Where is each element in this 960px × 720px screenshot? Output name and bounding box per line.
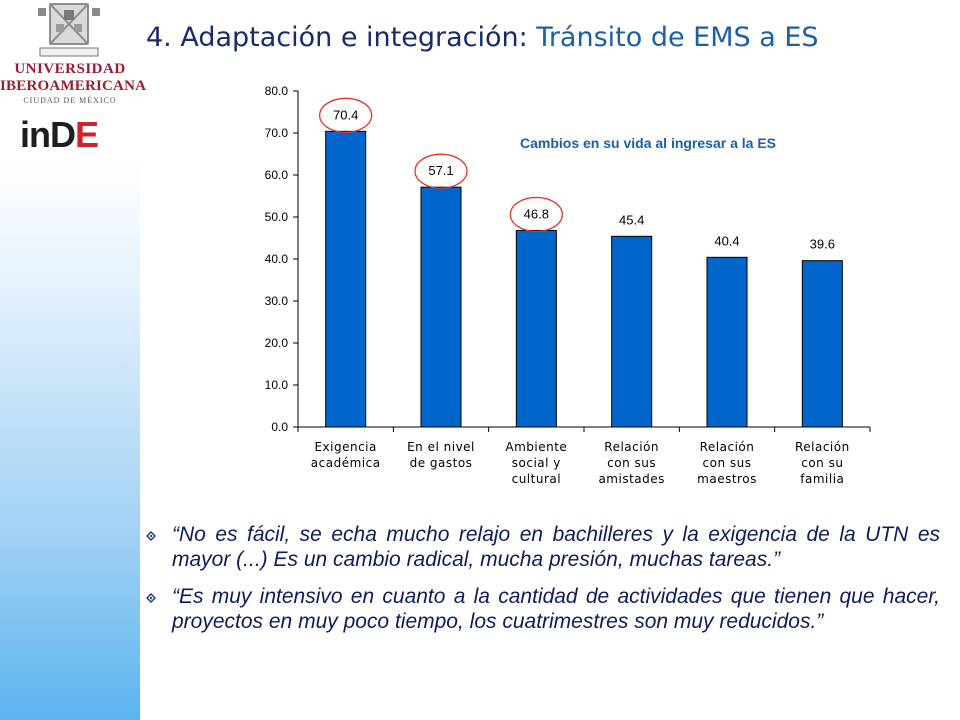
diamond-bullet-icon — [146, 531, 156, 541]
y-tick-label: 70.0 — [265, 126, 289, 140]
university-logo: UNIVERSIDAD IBEROAMERICANA CIUDAD DE MÉX… — [0, 0, 147, 160]
page-title: 4. Adaptación e integración: Tránsito de… — [146, 22, 819, 53]
bar — [801, 260, 843, 428]
x-tick-label: académica — [311, 456, 381, 470]
y-tick-label: 10.0 — [265, 378, 289, 392]
x-tick-label: Exigencia — [314, 440, 376, 454]
data-label: 45.4 — [619, 212, 644, 227]
data-label: 57.1 — [428, 163, 453, 178]
inde-logo: inDE — [20, 114, 99, 156]
x-tick-label: con sus — [703, 456, 752, 470]
y-tick-label: 50.0 — [265, 210, 289, 224]
y-tick-label: 60.0 — [265, 168, 289, 182]
y-tick-label: 80.0 — [265, 84, 289, 98]
y-tick-label: 20.0 — [265, 336, 289, 350]
x-tick-label: Relación — [700, 440, 755, 454]
quote-text: “No es fácil, se echa mucho relajo en ba… — [172, 523, 940, 571]
x-tick-label: amistades — [598, 472, 664, 486]
y-tick-label: 30.0 — [265, 294, 289, 308]
x-tick-label: cultural — [512, 472, 561, 486]
bar — [515, 229, 557, 428]
highlight-circle — [319, 97, 373, 133]
y-tick-label: 0.0 — [271, 420, 288, 434]
x-tick-label: maestros — [697, 472, 757, 486]
data-label: 70.4 — [333, 107, 358, 122]
inde-logo-part2: E — [75, 114, 99, 155]
x-tick-label: social y — [512, 456, 561, 470]
quote-item: “Es muy intensivo en cuanto a la cantida… — [140, 584, 940, 634]
x-tick-label: En el nivel — [407, 440, 475, 454]
x-tick-label: con sus — [607, 456, 656, 470]
x-tick-label: familia — [800, 472, 844, 486]
quote-item: “No es fácil, se echa mucho relajo en ba… — [140, 522, 940, 572]
diamond-bullet-icon — [146, 593, 156, 603]
bar — [325, 130, 367, 428]
highlight-circle — [414, 153, 468, 189]
highlight-circle — [509, 196, 563, 233]
university-name-line1: UNIVERSIDAD — [14, 61, 126, 77]
bar — [611, 235, 653, 428]
x-tick-label: de gastos — [410, 456, 473, 470]
sidebar-gradient — [0, 0, 140, 720]
y-tick-label: 40.0 — [265, 252, 289, 266]
quote-list: “No es fácil, se echa mucho relajo en ba… — [140, 522, 940, 634]
x-tick-label: con su — [801, 456, 843, 470]
data-label: 39.6 — [810, 237, 835, 252]
bar — [420, 186, 462, 428]
x-tick-label: Relación — [604, 440, 659, 454]
page-title-part1: 4. Adaptación e integración: — [146, 22, 528, 53]
university-name-line3: CIUDAD DE MÉXICO — [23, 96, 117, 105]
university-name-line2: IBEROAMERICANA — [0, 78, 147, 94]
x-tick-label: Relación — [795, 440, 850, 454]
bar-chart: 0.0 10.0 20.0 30.0 40.0 50.0 60.0 70.0 80.0 70.4 E… — [265, 84, 871, 486]
page-title-part2: Tránsito de EMS a ES — [527, 22, 819, 53]
quote-text: “Es muy intensivo en cuanto a la cantida… — [172, 585, 940, 633]
x-tick-label: Ambiente — [505, 440, 567, 454]
data-label: 40.4 — [714, 233, 739, 248]
inde-logo-part1: inD — [20, 114, 76, 155]
bar — [706, 256, 748, 428]
data-label: 46.8 — [524, 206, 549, 221]
university-crest-icon — [38, 3, 100, 57]
chart-title: Cambios en su vida al ingresar a la ES — [520, 135, 776, 151]
